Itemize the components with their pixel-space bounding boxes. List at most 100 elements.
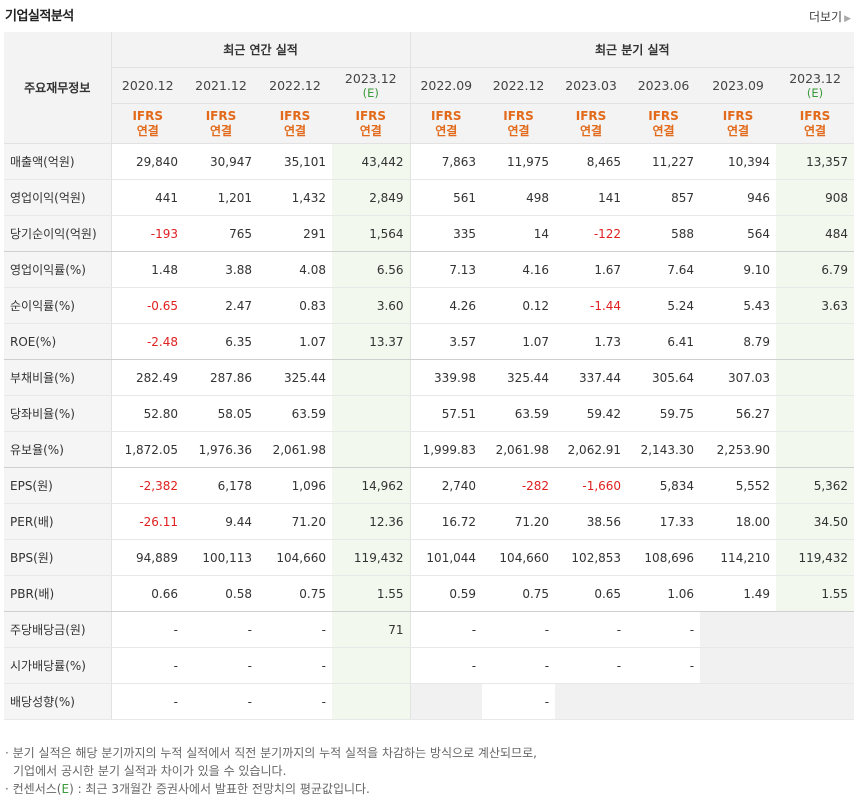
table-cell — [776, 431, 855, 468]
table-cell — [776, 611, 855, 648]
period-basis: IFRS 연결 — [555, 103, 628, 144]
table-cell: 287.86 — [184, 359, 258, 396]
table-cell: 100,113 — [184, 539, 258, 576]
table-cell: 11,227 — [627, 143, 701, 180]
table-cell: 5.43 — [700, 287, 777, 324]
table-cell: 7.13 — [409, 251, 483, 288]
period-date: 2020.12 — [121, 78, 174, 93]
table-cell: 63.59 — [258, 395, 332, 432]
table-row: 부채비율(%) 282.49 287.86 325.44 339.98 325.44 337… — [4, 359, 855, 396]
period-basis: IFRS 연결 — [258, 103, 332, 144]
table-cell: 1,999.83 — [409, 431, 483, 468]
note-3-pre: · 컨센서스( — [5, 782, 62, 796]
period-basis: IFRS 연결 — [627, 103, 701, 144]
table-cell: 12.36 — [332, 503, 411, 540]
table-cell: 9.10 — [700, 251, 777, 288]
table-cell — [700, 683, 777, 720]
table-cell: 59.42 — [555, 395, 628, 432]
period-basis: IFRS 연결 — [776, 103, 855, 144]
table-cell: - — [184, 611, 258, 648]
table-cell — [332, 431, 411, 468]
table-cell: 6.35 — [184, 323, 258, 360]
table-cell: 114,210 — [700, 539, 777, 576]
table-cell: 325.44 — [258, 359, 332, 396]
section-title: 기업실적분석 — [5, 9, 74, 24]
basis-standard: IFRS — [648, 108, 679, 123]
quarter-header: 최근 분기 실적 — [409, 32, 855, 68]
table-row: PER(배) -26.11 9.44 71.20 12.36 16.72 71.20 38.5… — [4, 503, 855, 540]
table-cell: 9.44 — [184, 503, 258, 540]
note-2: 기업에서 공시한 분기 실적과 차이가 있을 수 있습니다. — [13, 764, 287, 778]
table-cell: 59.75 — [627, 395, 701, 432]
table-cell: 2,061.98 — [258, 431, 332, 468]
table-cell: 4.26 — [409, 287, 483, 324]
period-date: 2021.12 — [195, 78, 247, 93]
table-cell: 1.49 — [700, 575, 777, 612]
table-cell: 141 — [555, 179, 628, 216]
table-cell: -1,660 — [555, 467, 628, 504]
table-cell: 13.37 — [332, 323, 411, 360]
table-cell: 52.80 — [110, 395, 184, 432]
table-cell: - — [184, 683, 258, 720]
table-row: BPS(원) 94,889 100,113 104,660 119,432 101,044… — [4, 539, 855, 576]
basis-standard: IFRS — [575, 108, 607, 123]
table-cell: 857 — [627, 179, 701, 216]
table-row: ROE(%) -2.48 6.35 1.07 13.37 3.57 1.07 1.73 6.41… — [4, 323, 855, 360]
table-cell: 2,143.30 — [627, 431, 701, 468]
basis-scope: 연결 — [435, 123, 458, 138]
basis-standard: IFRS — [132, 108, 164, 123]
table-cell: - — [258, 683, 332, 720]
row-label: 배당성향(%) — [4, 683, 111, 720]
table-cell: 38.56 — [555, 503, 628, 540]
table-cell: 108,696 — [627, 539, 701, 576]
table-cell: - — [555, 647, 628, 684]
table-cell: 0.59 — [409, 575, 483, 612]
note-3-e: E — [61, 782, 70, 796]
basis-scope: 연결 — [580, 123, 603, 138]
period-date: 2022.12 — [492, 78, 545, 93]
basis-scope: 연결 — [652, 123, 675, 138]
table-cell: 6.56 — [332, 251, 411, 288]
row-label: 시가배당률(%) — [4, 647, 111, 684]
period-header: 2020.12 — [110, 67, 184, 104]
table-cell: 561 — [409, 179, 483, 216]
basis-standard: IFRS — [279, 108, 311, 123]
basis-standard: IFRS — [431, 108, 462, 123]
table-cell: 57.51 — [409, 395, 483, 432]
period-date: 2023.12 — [344, 70, 397, 86]
table-cell — [776, 323, 855, 360]
table-cell: 5,362 — [776, 467, 855, 504]
row-label: 당기순이익(억원) — [4, 215, 111, 252]
table-cell — [332, 395, 411, 432]
table-cell: - — [555, 611, 628, 648]
table-row: 유보율(%) 1,872.05 1,976.36 2,061.98 1,999.83 2,… — [4, 431, 855, 468]
table-cell: 765 — [184, 215, 258, 252]
table-cell: 7.64 — [627, 251, 701, 288]
note-1: · 분기 실적은 해당 분기까지의 누적 실적에서 직전 분기까지의 누적 실적… — [5, 746, 537, 760]
table-cell: 1.67 — [555, 251, 628, 288]
row-header: 주요재무정보 — [4, 32, 111, 144]
basis-scope: 연결 — [359, 123, 382, 138]
table-cell: 1.07 — [258, 323, 332, 360]
table-cell: 946 — [700, 179, 777, 216]
table-row: 순이익률(%) -0.65 2.47 0.83 3.60 4.26 0.12 -1.44 5.2… — [4, 287, 855, 324]
table-row: 영업이익(억원) 441 1,201 1,432 2,849 561 498 141 857 94… — [4, 179, 855, 216]
table-cell: - — [258, 611, 332, 648]
table-cell: 6,178 — [184, 467, 258, 504]
table-cell: 588 — [627, 215, 701, 252]
table-cell: 335 — [409, 215, 483, 252]
period-date: 2023.06 — [637, 78, 690, 93]
table-cell: 14,962 — [332, 467, 411, 504]
basis-scope: 연결 — [209, 123, 233, 138]
period-header: 2023.09 — [700, 67, 777, 104]
table-cell — [555, 683, 628, 720]
period-basis: IFRS 연결 — [482, 103, 556, 144]
more-link[interactable]: 더보기 ▶ — [809, 8, 851, 25]
table-row: 주당배당금(원) - - -71- - - - — [4, 611, 855, 648]
basis-scope: 연결 — [283, 123, 307, 138]
table-cell: 1.55 — [332, 575, 411, 612]
table-cell: 30,947 — [184, 143, 258, 180]
table-cell: 58.05 — [184, 395, 258, 432]
table-cell: 5,834 — [627, 467, 701, 504]
chevron-right-icon: ▶ — [844, 14, 851, 24]
